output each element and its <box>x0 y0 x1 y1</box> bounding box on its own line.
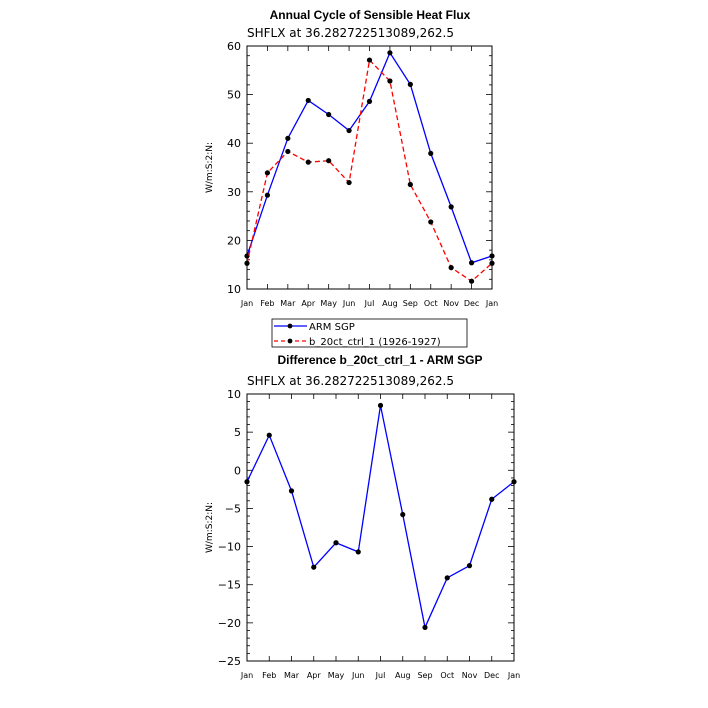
chart1-series-point <box>428 219 434 225</box>
chart2-series-point <box>355 549 361 555</box>
legend-label-arm: ARM SGP <box>309 322 355 333</box>
chart1-series-point <box>285 135 291 141</box>
chart1-xtick-label: Jan <box>485 299 498 308</box>
chart2-ytick-label: −5 <box>225 502 241 515</box>
chart2-frame <box>246 393 515 662</box>
chart1-series-point <box>407 181 413 188</box>
chart2-xtick-label: Nov <box>462 671 478 680</box>
chart1-frame <box>246 45 493 290</box>
chart1-series-point <box>489 260 495 266</box>
chart2-xtick-label: Sep <box>417 671 432 680</box>
chart2-ytick-label: −15 <box>218 579 241 592</box>
chart1-series-point <box>326 111 332 118</box>
legend-label-model: b_20ct_ctrl_1 (1926-1927) <box>309 337 441 348</box>
chart1-series-point <box>346 127 352 134</box>
chart1-series-point <box>387 50 393 56</box>
chart1-series-point <box>448 265 454 271</box>
chart2-ytick-label: 5 <box>234 426 241 439</box>
chart2-xtick-label: Dec <box>484 671 499 680</box>
chart2-series-point <box>444 575 450 581</box>
chart2-series-point <box>266 432 272 438</box>
chart1-series-point <box>366 57 373 63</box>
chart1-series-point <box>387 78 393 84</box>
chart2-xtick-label: Oct <box>440 671 454 680</box>
chart1-series-point <box>305 97 311 104</box>
chart1-series-point <box>285 148 291 155</box>
chart1-xtick-label: Sep <box>403 299 418 308</box>
chart2-xtick-label: Jul <box>375 671 386 680</box>
chart1-ytick-label: 30 <box>227 186 241 199</box>
chart2-ytick-label: 10 <box>227 388 241 401</box>
chart1-series-point <box>346 179 352 186</box>
chart2-ytick-label: −25 <box>218 655 241 668</box>
chart2-series-point <box>511 479 517 485</box>
chart1-ytick-label: 50 <box>227 89 241 102</box>
chart1-series-line <box>246 58 493 283</box>
chart1-xtick-label: Aug <box>382 299 398 308</box>
chart1-series-line <box>246 51 493 264</box>
chart1-series-point <box>305 159 311 165</box>
chart1-xtick-label: Mar <box>280 299 296 308</box>
chart2-series-point <box>288 488 295 494</box>
chart2-series-point <box>377 402 384 409</box>
chart1-xtick-label: Dec <box>464 299 479 308</box>
chart1-xtick-label: Oct <box>424 299 438 308</box>
chart1-xtick-label: May <box>320 299 337 308</box>
chart2-title: Difference b_20ct_ctrl_1 - ARM SGP <box>278 353 483 367</box>
chart2-ytick-label: −10 <box>218 541 241 554</box>
chart1-series-point <box>448 204 454 210</box>
chart1-xtick-label: Jul <box>364 299 375 308</box>
chart1-series-point <box>468 278 475 284</box>
chart1-ylabel: W/m:S:2:N: <box>205 142 215 193</box>
chart2-series-point <box>311 564 317 570</box>
chart1-xtick-label: Jun <box>342 299 356 308</box>
chart2-series-point <box>333 540 339 546</box>
chart2-xtick-label: Apr <box>307 671 322 680</box>
chart2-ytick-label: 0 <box>234 464 241 477</box>
chart2-xtick-label: May <box>328 671 345 680</box>
chart2-xtick-label: Feb <box>262 671 276 680</box>
chart1-ytick-label: 60 <box>227 40 241 53</box>
chart1-series-point <box>244 260 250 266</box>
chart1-series-point <box>407 81 413 87</box>
chart2-ytick-label: −20 <box>218 617 241 630</box>
chart2-xtick-label: Aug <box>395 671 411 680</box>
chart2-series-point <box>244 479 250 485</box>
legend-marker-model <box>287 338 293 344</box>
chart2-xtick-label: Jan <box>240 671 253 680</box>
chart2-series-point <box>400 511 406 518</box>
chart2-series-point <box>489 496 495 502</box>
chart1-xtick-label: Jan <box>240 299 253 308</box>
chart1-ytick-label: 20 <box>227 234 241 247</box>
chart2-series-point <box>422 624 428 631</box>
chart2-xtick-label: Jun <box>351 671 365 680</box>
chart1-series-point <box>468 260 475 266</box>
chart2-xtick-label: Mar <box>284 671 300 680</box>
chart1-series-point <box>264 170 271 176</box>
chart1-ytick-label: 40 <box>227 137 241 150</box>
chart1-series-point <box>366 98 373 105</box>
chart1-plot: Jan Feb Mar Apr May Jun Jul Aug Sep Oct Nov Dec Jan 1… <box>205 40 498 308</box>
chart2-series-point <box>466 563 473 569</box>
chart1-series-point <box>264 192 271 198</box>
chart1-series-point <box>489 253 495 259</box>
chart1-xtick-label: Feb <box>260 299 274 308</box>
chart2-series-line <box>246 405 515 630</box>
chart2-plot: Jan Feb Mar Apr May Jun Jul Aug Sep Oct Nov Dec Jan −… <box>205 388 520 680</box>
chart2-xtick-label: Jan <box>507 671 520 680</box>
legend: ARM SGP b_20ct_ctrl_1 (1926-1927) <box>271 318 468 348</box>
chart2-ylabel: W/m:S:2:N: <box>205 502 215 553</box>
chart1-subtitle: SHFLX at 36.282722513089,262.5 <box>247 26 454 40</box>
chart1-series-point <box>326 158 332 164</box>
chart1-title: Annual Cycle of Sensible Heat Flux <box>270 8 471 22</box>
chart1-series-point <box>428 150 434 157</box>
chart1-ytick-label: 10 <box>227 283 241 296</box>
legend-marker-arm <box>287 323 293 329</box>
chart2-subtitle: SHFLX at 36.282722513089,262.5 <box>247 374 454 388</box>
chart1-xtick-label: Nov <box>443 299 459 308</box>
legend-box <box>271 318 468 348</box>
chart1-xtick-label: Apr <box>301 299 316 308</box>
